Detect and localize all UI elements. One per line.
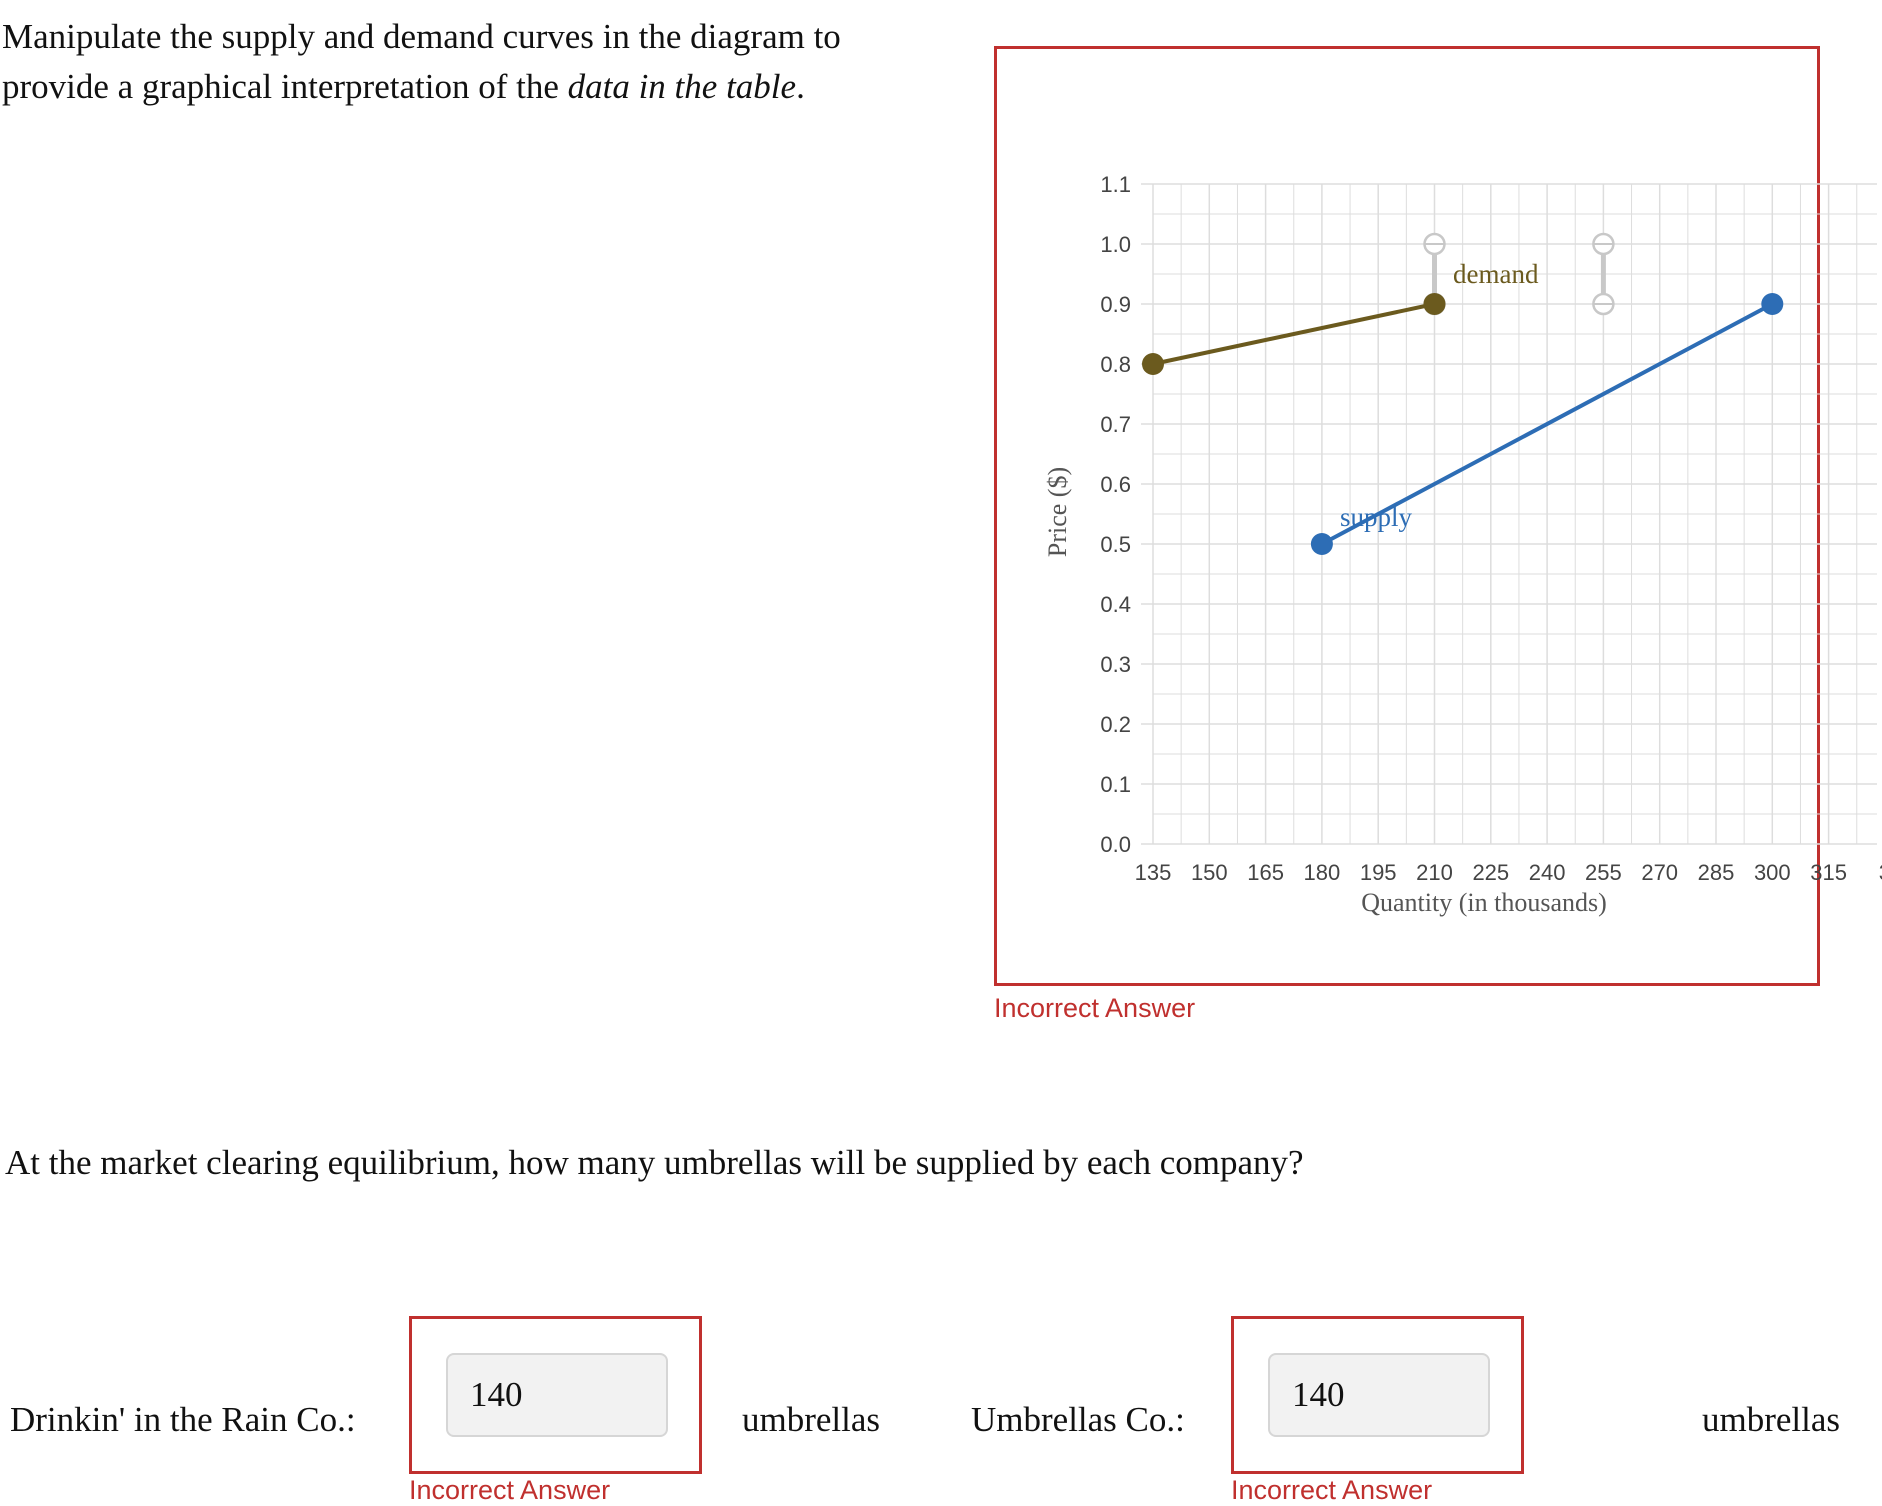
y-tick-label: 1.0	[1100, 232, 1131, 257]
x-tick-label: 135	[1135, 860, 1172, 885]
x-tick-label: 315	[1810, 860, 1847, 885]
answer-feedback-drinkin: Incorrect Answer	[409, 1475, 611, 1505]
graph-feedback: Incorrect Answer	[994, 993, 1196, 1023]
demand-curve	[1152, 302, 1435, 366]
instructions-emphasis: data in the table	[567, 67, 797, 106]
y-axis-label: Price ($)	[1043, 467, 1072, 557]
supply-point[interactable]	[1310, 533, 1333, 555]
unit-label-umbrellas: umbrellas	[1702, 1400, 1841, 1439]
demand-curve-label: demand	[1453, 259, 1539, 289]
question: At the market clearing equilibrium, how …	[5, 1143, 1304, 1182]
y-tick-label: 0.2	[1100, 712, 1131, 737]
y-tick-label: 0.0	[1100, 832, 1131, 857]
x-tick-label: 210	[1416, 860, 1453, 885]
answer-feedback-umbrellas: Incorrect Answer	[1231, 1475, 1433, 1505]
x-tick-label: 195	[1360, 860, 1397, 885]
x-tick-label: 300	[1754, 860, 1791, 885]
graph-panel: 0.0 0.1 0.2 0.3 0.4 0.5 0.6 0.7 0.8 0.9 1.0 1.1 135 1…	[994, 46, 1882, 986]
x-tick-label: 150	[1191, 860, 1228, 885]
x-tick-label: 255	[1585, 860, 1622, 885]
company-label-drinkin: Drinkin' in the Rain Co.:	[10, 1400, 356, 1439]
supply-demand-chart[interactable]: 0.0 0.1 0.2 0.3 0.4 0.5 0.6 0.7 0.8 0.9 1.0 1.1 135 1…	[997, 49, 1882, 989]
y-tick-label: 0.8	[1100, 352, 1131, 377]
x-tick-label: 180	[1304, 860, 1341, 885]
answer-box-umbrellas	[1231, 1316, 1524, 1474]
x-axis-label: Quantity (in thousands)	[1361, 888, 1607, 917]
x-tick-label: 270	[1641, 860, 1678, 885]
answer-input-umbrellas[interactable]	[1268, 1353, 1490, 1437]
x-tick-label: 165	[1247, 860, 1284, 885]
demand-point[interactable]	[1423, 293, 1446, 315]
y-tick-label: 1.1	[1100, 172, 1131, 197]
supply-curve	[1320, 302, 1774, 546]
instructions-end: .	[796, 67, 805, 106]
answer-box-drinkin	[409, 1316, 702, 1474]
company-label-umbrellas: Umbrellas Co.:	[971, 1400, 1185, 1439]
supply-point[interactable]	[1761, 293, 1784, 315]
y-tick-label: 0.1	[1100, 772, 1131, 797]
y-tick-label: 0.6	[1100, 472, 1131, 497]
y-tick-label: 0.7	[1100, 412, 1131, 437]
demand-point[interactable]	[1142, 353, 1164, 375]
y-tick-label: 0.4	[1100, 592, 1131, 617]
instructions: Manipulate the supply and demand curves …	[2, 12, 902, 112]
y-tick-label: 0.5	[1100, 532, 1131, 557]
answer-input-drinkin[interactable]	[446, 1353, 668, 1437]
x-tick-label: 225	[1472, 860, 1509, 885]
instructions-text: Manipulate the supply and demand curves …	[2, 17, 841, 106]
x-tick-label: 285	[1698, 860, 1735, 885]
y-tick-label: 0.9	[1100, 292, 1131, 317]
y-tick-label: 0.3	[1100, 652, 1131, 677]
x-tick-label: 3	[1879, 860, 1882, 885]
supply-curve-label: supply	[1340, 502, 1413, 532]
x-tick-label: 240	[1529, 860, 1566, 885]
unit-label-drinkin: umbrellas	[742, 1400, 881, 1439]
